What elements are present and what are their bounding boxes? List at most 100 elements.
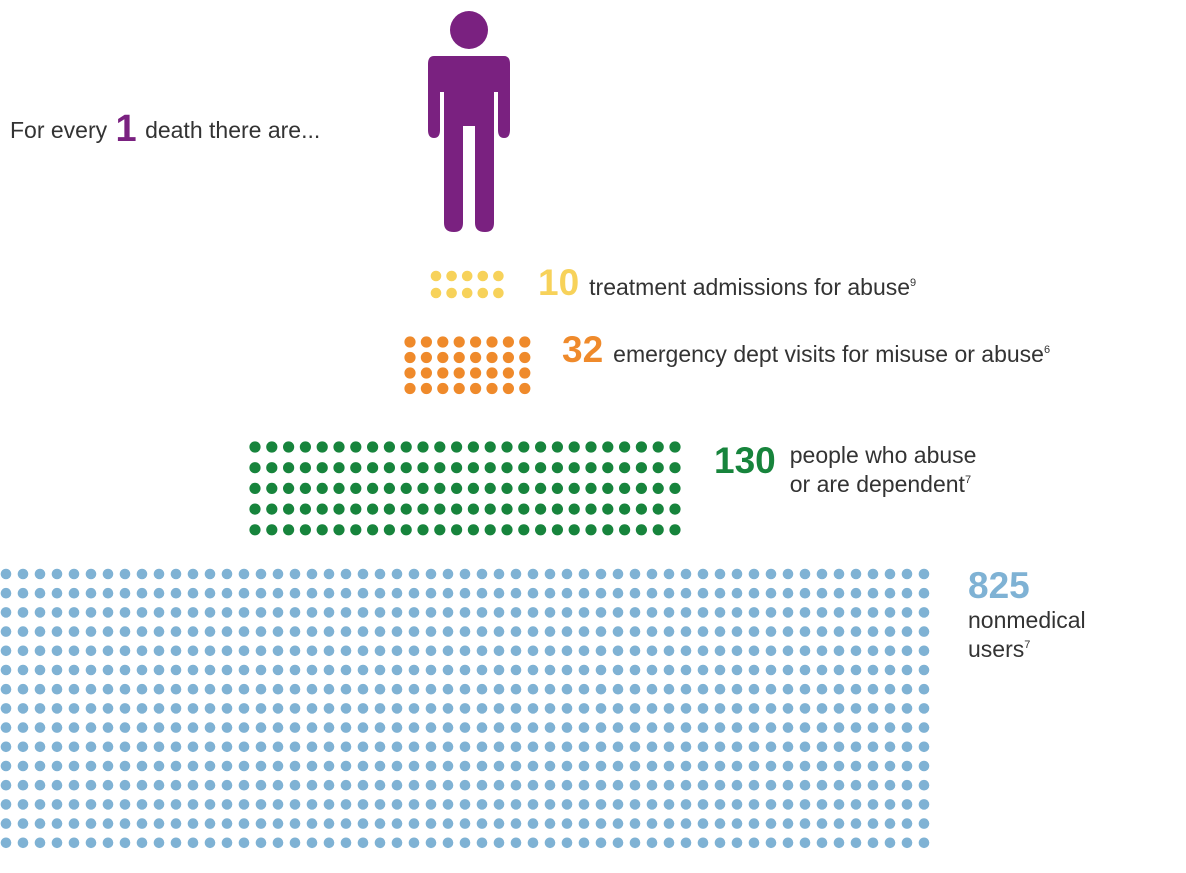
dot xyxy=(646,722,658,733)
dot xyxy=(34,741,46,753)
dot xyxy=(68,626,80,637)
series-description: treatment admissions for abuse9 xyxy=(589,274,917,300)
dot xyxy=(420,367,432,379)
dot xyxy=(697,607,709,618)
dot xyxy=(850,818,862,829)
dot xyxy=(323,741,335,753)
dot xyxy=(535,441,547,453)
dot xyxy=(461,287,473,299)
dot xyxy=(663,722,675,733)
dot xyxy=(850,722,862,733)
dot xyxy=(408,587,420,599)
dot xyxy=(833,741,845,753)
dot xyxy=(153,645,165,657)
dot xyxy=(272,760,284,772)
dot xyxy=(68,587,80,599)
dot xyxy=(459,587,471,599)
dot xyxy=(323,722,335,733)
dot xyxy=(561,568,573,580)
dot xyxy=(646,587,658,599)
dot xyxy=(316,524,328,536)
dot xyxy=(323,818,335,829)
dot xyxy=(316,503,328,515)
dot xyxy=(561,722,573,733)
dot xyxy=(357,626,369,637)
dot xyxy=(501,524,513,536)
dot xyxy=(340,818,352,829)
dot xyxy=(51,626,63,637)
dot xyxy=(629,818,641,829)
dot xyxy=(459,760,471,772)
dot xyxy=(748,664,760,676)
dot xyxy=(918,837,930,849)
dot xyxy=(816,722,828,733)
dot xyxy=(306,799,318,810)
dot xyxy=(714,645,726,657)
dot xyxy=(544,645,556,657)
dot xyxy=(283,503,295,515)
dot xyxy=(85,645,97,657)
dot xyxy=(612,703,624,714)
dot xyxy=(884,587,896,599)
dot xyxy=(221,741,233,753)
dot xyxy=(357,607,369,618)
dot xyxy=(404,382,416,395)
dot xyxy=(17,626,29,637)
dot xyxy=(748,587,760,599)
dot xyxy=(799,664,811,676)
dot xyxy=(221,760,233,772)
dot xyxy=(238,568,250,580)
dot xyxy=(884,568,896,580)
dot xyxy=(238,741,250,753)
dot xyxy=(510,799,522,810)
dot xyxy=(527,645,539,657)
dot xyxy=(374,587,386,599)
dot xyxy=(833,722,845,733)
dot xyxy=(901,664,913,676)
dot xyxy=(0,741,12,753)
dot xyxy=(748,607,760,618)
dot xyxy=(629,683,641,695)
dot-series-32 xyxy=(404,336,531,395)
dot xyxy=(629,837,641,849)
dot xyxy=(119,837,131,849)
dot xyxy=(357,837,369,849)
dot xyxy=(187,703,199,714)
dot xyxy=(901,568,913,580)
dot xyxy=(901,741,913,753)
dot xyxy=(350,441,362,453)
dot xyxy=(323,645,335,657)
dot xyxy=(486,382,498,395)
dot xyxy=(510,587,522,599)
dot xyxy=(170,645,182,657)
dot xyxy=(527,683,539,695)
dot xyxy=(544,703,556,714)
dot xyxy=(136,683,148,695)
dot xyxy=(501,503,513,515)
dot xyxy=(289,664,301,676)
dot xyxy=(102,645,114,657)
dot xyxy=(833,779,845,791)
dot xyxy=(663,799,675,810)
dot xyxy=(782,741,794,753)
dot xyxy=(85,568,97,580)
dot xyxy=(119,683,131,695)
dot xyxy=(578,799,590,810)
dot xyxy=(204,683,216,695)
dot xyxy=(221,683,233,695)
dot xyxy=(17,607,29,618)
dot xyxy=(187,568,199,580)
dot xyxy=(477,287,489,299)
dot xyxy=(680,741,692,753)
dot xyxy=(833,587,845,599)
dot xyxy=(289,703,301,714)
intro-prefix: For every xyxy=(10,117,108,143)
dot xyxy=(340,607,352,618)
dot xyxy=(340,568,352,580)
dot xyxy=(629,568,641,580)
dot xyxy=(612,799,624,810)
dot xyxy=(374,664,386,676)
dot xyxy=(272,799,284,810)
dot xyxy=(459,607,471,618)
dot xyxy=(459,703,471,714)
